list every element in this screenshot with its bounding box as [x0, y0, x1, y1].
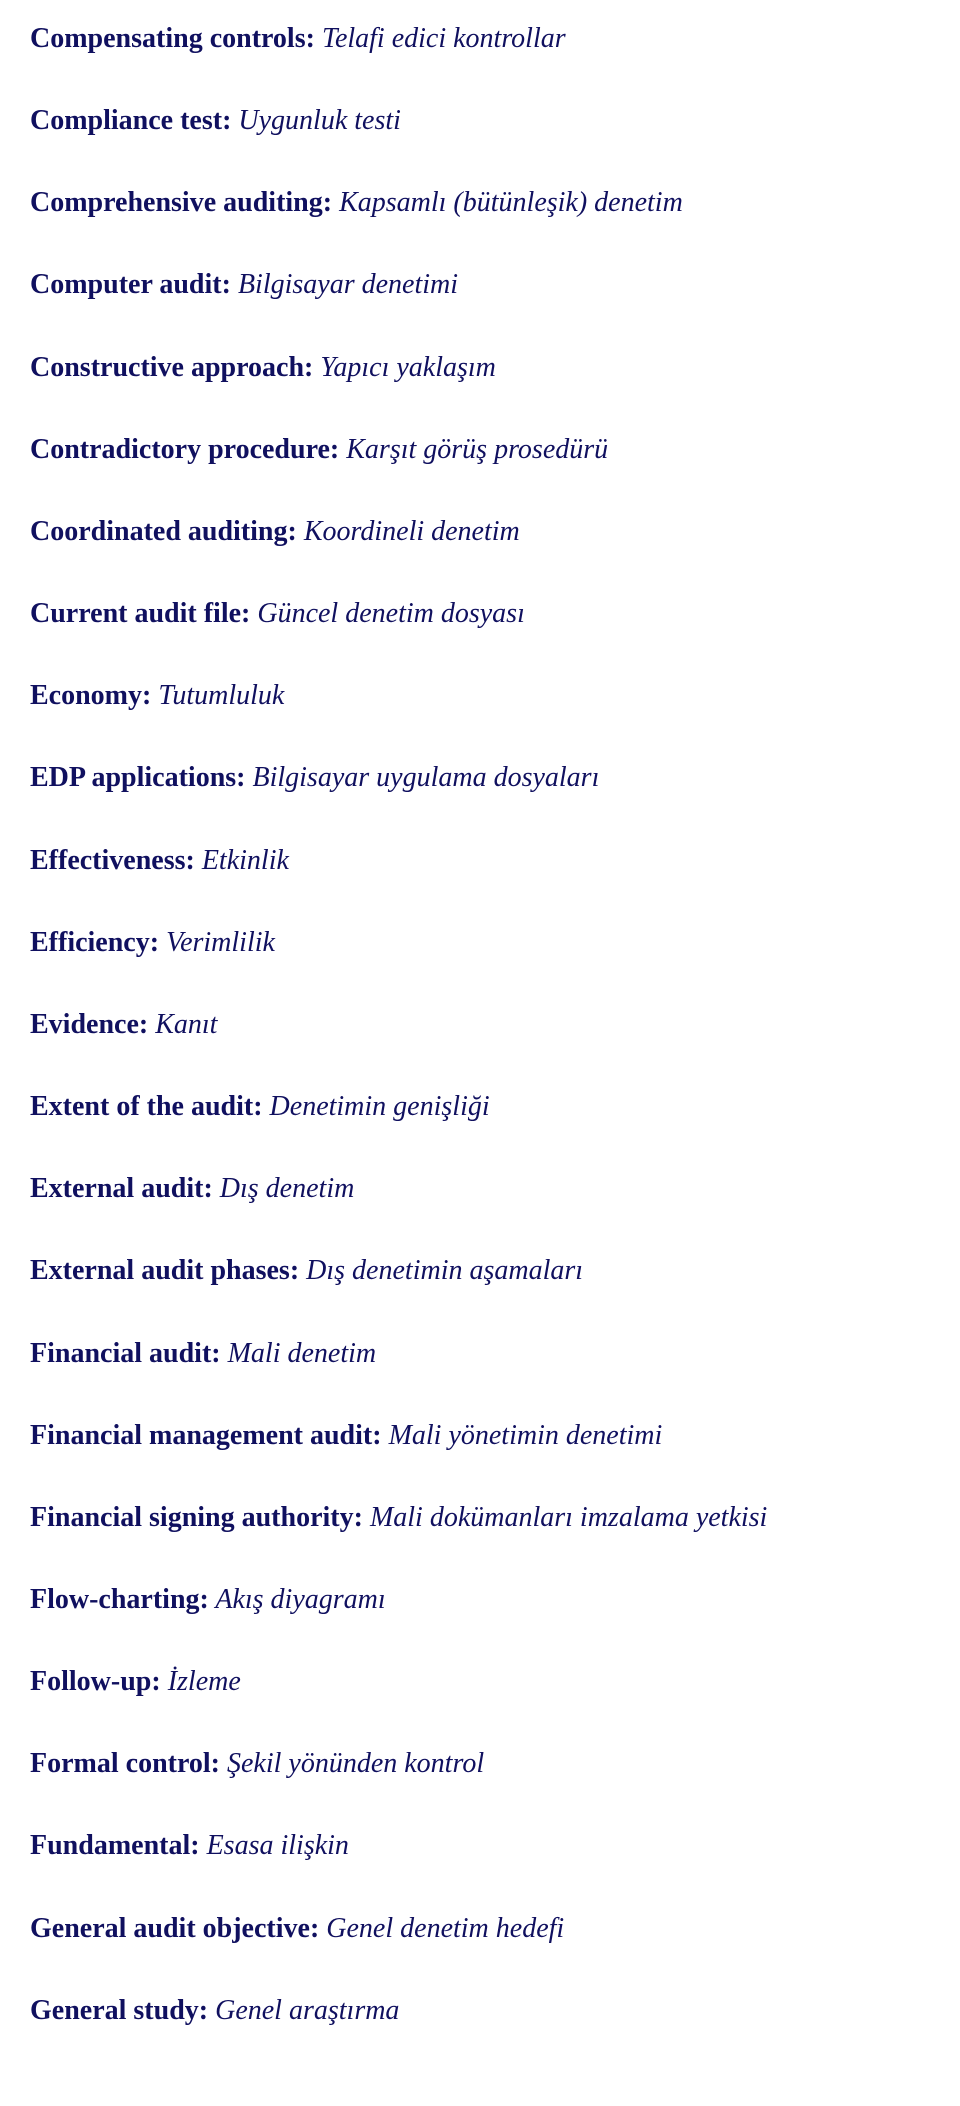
glossary-entry: External audit: Dış denetim [30, 1172, 930, 1206]
term-label: Follow-up: [30, 1666, 161, 1697]
glossary-entry: Formal control: Şekil yönünden kontrol [30, 1747, 930, 1781]
term-label: EDP applications: [30, 762, 245, 793]
term-label: Financial signing authority: [30, 1502, 363, 1533]
definition-text: Dış denetim [213, 1173, 355, 1204]
glossary-entry: Comprehensive auditing: Kapsamlı (bütünl… [30, 186, 930, 220]
term-label: External audit phases: [30, 1255, 299, 1286]
glossary-entry: Evidence: Kanıt [30, 1008, 930, 1042]
glossary-entry: General study: Genel araştırma [30, 1994, 930, 2028]
glossary-entry: Current audit file: Güncel denetim dosya… [30, 597, 930, 631]
definition-text: Güncel denetim dosyası [250, 598, 525, 629]
definition-text: Dış denetimin aşamaları [299, 1255, 583, 1286]
definition-text: Etkinlik [195, 845, 289, 876]
definition-text: Şekil yönünden kontrol [220, 1748, 484, 1779]
definition-text: Esasa ilişkin [200, 1830, 349, 1861]
definition-text: Telafi edici kontrollar [315, 23, 566, 54]
definition-text: Genel araştırma [208, 1995, 399, 2026]
definition-text: Yapıcı yaklaşım [313, 352, 496, 383]
glossary-page: Compensating controls: Telafi edici kont… [0, 0, 960, 2106]
glossary-entry: Flow-charting: Akış diyagramı [30, 1583, 930, 1617]
term-label: Efficiency: [30, 927, 159, 958]
definition-text: Mali yönetimin denetimi [382, 1420, 663, 1451]
definition-text: Koordineli denetim [297, 516, 520, 547]
term-label: Compensating controls: [30, 23, 315, 54]
definition-text: Kanıt [148, 1009, 217, 1040]
term-label: General study: [30, 1995, 208, 2026]
definition-text: Kapsamlı (bütünleşik) denetim [332, 187, 683, 218]
term-label: Constructive approach: [30, 352, 313, 383]
glossary-entry: Financial signing authority: Mali doküma… [30, 1501, 930, 1535]
term-label: Coordinated auditing: [30, 516, 297, 547]
definition-text: Genel denetim hedefi [319, 1913, 564, 1944]
glossary-entry: Extent of the audit: Denetimin genişliği [30, 1090, 930, 1124]
definition-text: Bilgisayar uygulama dosyaları [245, 762, 599, 793]
term-label: Compliance test: [30, 105, 231, 136]
term-label: Extent of the audit: [30, 1091, 263, 1122]
glossary-entry: General audit objective: Genel denetim h… [30, 1912, 930, 1946]
definition-text: Verimlilik [159, 927, 275, 958]
term-label: Computer audit: [30, 269, 231, 300]
glossary-entry: Contradictory procedure: Karşıt görüş pr… [30, 433, 930, 467]
term-label: Effectiveness: [30, 845, 195, 876]
definition-text: Mali dokümanları imzalama yetkisi [363, 1502, 767, 1533]
definition-text: Bilgisayar denetimi [231, 269, 458, 300]
glossary-entry: Follow-up: İzleme [30, 1665, 930, 1699]
term-label: Formal control: [30, 1748, 220, 1779]
glossary-entry: Computer audit: Bilgisayar denetimi [30, 268, 930, 302]
term-label: Financial management audit: [30, 1420, 382, 1451]
term-label: Flow-charting: [30, 1584, 209, 1615]
glossary-entry: EDP applications: Bilgisayar uygulama do… [30, 761, 930, 795]
definition-text: Karşıt görüş prosedürü [339, 434, 608, 465]
glossary-entry: Economy: Tutumluluk [30, 679, 930, 713]
term-label: Comprehensive auditing: [30, 187, 332, 218]
term-label: Contradictory procedure: [30, 434, 339, 465]
glossary-entry: External audit phases: Dış denetimin aşa… [30, 1254, 930, 1288]
definition-text: Mali denetim [221, 1338, 377, 1369]
term-label: General audit objective: [30, 1913, 319, 1944]
glossary-entry: Effectiveness: Etkinlik [30, 844, 930, 878]
term-label: Evidence: [30, 1009, 148, 1040]
definition-text: Uygunluk testi [231, 105, 401, 136]
glossary-entry: Coordinated auditing: Koordineli denetim [30, 515, 930, 549]
glossary-entry: Financial audit: Mali denetim [30, 1337, 930, 1371]
term-label: External audit: [30, 1173, 213, 1204]
glossary-entry: Financial management audit: Mali yönetim… [30, 1419, 930, 1453]
glossary-entry: Constructive approach: Yapıcı yaklaşım [30, 351, 930, 385]
definition-text: Akış diyagramı [209, 1584, 386, 1615]
definition-text: İzleme [161, 1666, 241, 1697]
term-label: Current audit file: [30, 598, 250, 629]
definition-text: Tutumluluk [151, 680, 284, 711]
glossary-entry: Compensating controls: Telafi edici kont… [30, 22, 930, 56]
definition-text: Denetimin genişliği [263, 1091, 490, 1122]
term-label: Economy: [30, 680, 151, 711]
term-label: Fundamental: [30, 1830, 200, 1861]
glossary-entry: Fundamental: Esasa ilişkin [30, 1829, 930, 1863]
glossary-entry: Efficiency: Verimlilik [30, 926, 930, 960]
glossary-entry: Compliance test: Uygunluk testi [30, 104, 930, 138]
term-label: Financial audit: [30, 1338, 221, 1369]
